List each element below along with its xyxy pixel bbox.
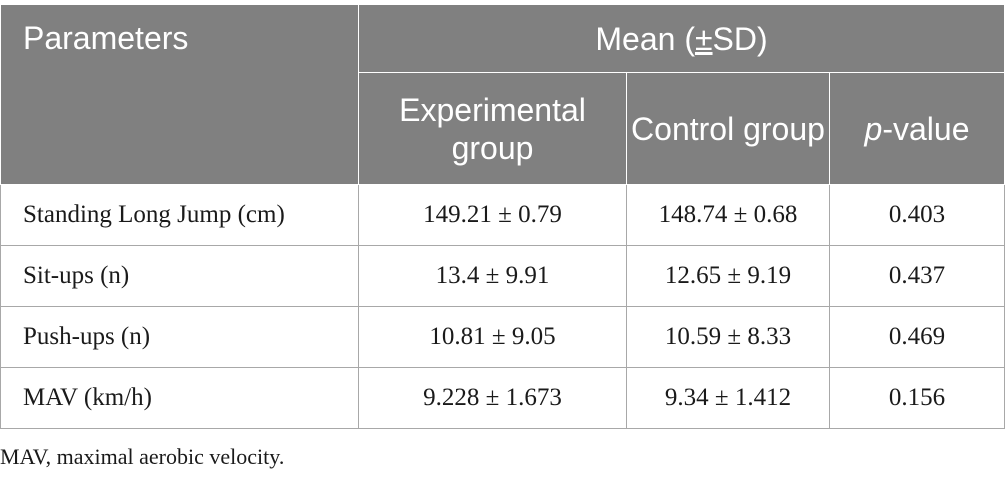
header-experimental-group: Experimental group <box>358 72 627 185</box>
table-footnote: MAV, maximal aerobic velocity. <box>0 444 285 469</box>
header-mean-prefix: Mean ( <box>595 20 695 57</box>
table-row: MAV (km/h) 9.228 ± 1.673 9.34 ± 1.412 0.… <box>0 367 1005 429</box>
row-p-value: 0.437 <box>828 245 1005 307</box>
row-experimental-value: 10.81 ± 9.05 <box>358 306 627 368</box>
row-control-value: 12.65 ± 9.19 <box>626 245 830 307</box>
header-mean-suffix: SD) <box>712 20 768 57</box>
row-parameter: Sit-ups (n) <box>0 245 359 307</box>
data-table: Parameters Mean (±SD) Experimental group… <box>0 4 1005 429</box>
row-parameter: Push-ups (n) <box>0 306 359 368</box>
row-parameter: MAV (km/h) <box>0 367 359 429</box>
row-control-value: 10.59 ± 8.33 <box>626 306 830 368</box>
row-experimental-value: 149.21 ± 0.79 <box>358 184 627 246</box>
row-p-value: 0.156 <box>828 367 1005 429</box>
row-parameter: Standing Long Jump (cm) <box>0 184 359 246</box>
header-mean-sd: Mean (±SD) <box>357 4 1005 73</box>
header-p-value: p-value <box>828 72 1005 185</box>
header-control-group: Control group <box>626 72 830 185</box>
header-mean-pm: ± <box>694 20 713 57</box>
header-p-rest: -value <box>882 110 970 147</box>
row-p-value: 0.403 <box>828 184 1005 246</box>
row-control-value: 148.74 ± 0.68 <box>626 184 830 246</box>
row-control-value: 9.34 ± 1.412 <box>626 367 830 429</box>
table-row: Sit-ups (n) 13.4 ± 9.91 12.65 ± 9.19 0.4… <box>0 245 1005 307</box>
table-row: Push-ups (n) 10.81 ± 9.05 10.59 ± 8.33 0… <box>0 306 1005 368</box>
header-parameters: Parameters <box>0 4 359 185</box>
row-p-value: 0.469 <box>828 306 1005 368</box>
header-p-italic: p <box>864 110 883 147</box>
table-row: Standing Long Jump (cm) 149.21 ± 0.79 14… <box>0 184 1005 246</box>
row-experimental-value: 13.4 ± 9.91 <box>358 245 627 307</box>
row-experimental-value: 9.228 ± 1.673 <box>358 367 627 429</box>
